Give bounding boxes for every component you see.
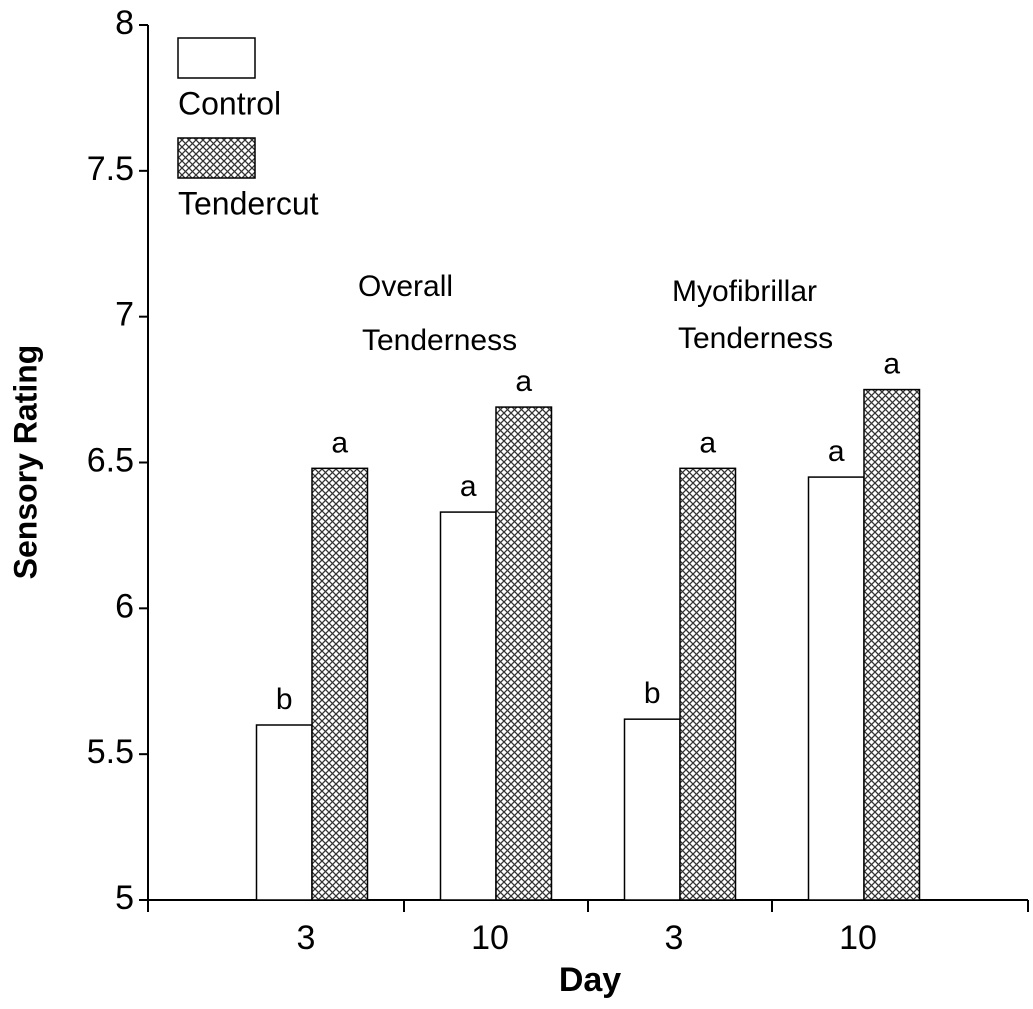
significance-letter: a xyxy=(460,470,477,503)
bar xyxy=(863,388,921,901)
bar xyxy=(439,511,497,901)
group-label: Tenderness xyxy=(678,322,833,355)
legend-label: Tendercut xyxy=(178,185,319,221)
y-axis-label: Sensory Rating xyxy=(7,345,43,580)
x-tick-label: 3 xyxy=(665,919,684,957)
y-tick-label: 8 xyxy=(115,4,134,42)
y-tick-label: 5.5 xyxy=(87,733,134,771)
x-axis-label: Day xyxy=(559,961,621,999)
bar xyxy=(623,718,681,901)
legend-label: Control xyxy=(178,85,281,121)
legend-swatch xyxy=(177,37,256,79)
bar xyxy=(679,467,737,901)
y-tick-label: 6 xyxy=(115,587,134,625)
significance-letter: b xyxy=(644,677,661,710)
bar xyxy=(495,406,553,901)
significance-letter: a xyxy=(699,426,716,459)
y-tick-label: 6.5 xyxy=(87,441,134,479)
significance-letter: a xyxy=(883,348,900,381)
y-tick-label: 7 xyxy=(115,296,134,334)
group-label: Tenderness xyxy=(362,324,517,357)
x-tick-label: 3 xyxy=(297,919,316,957)
y-tick-label: 7.5 xyxy=(87,150,134,188)
x-tick-label: 10 xyxy=(471,919,509,957)
group-label: Myofibrillar xyxy=(672,275,817,308)
significance-letter: a xyxy=(515,365,532,398)
group-label: Overall xyxy=(358,270,453,303)
bar xyxy=(311,467,369,901)
bar xyxy=(807,476,865,901)
significance-letter: a xyxy=(331,426,348,459)
significance-letter: a xyxy=(828,435,845,468)
legend-swatch xyxy=(177,137,256,179)
significance-letter: b xyxy=(276,683,293,716)
y-tick-label: 5 xyxy=(115,879,134,917)
bar xyxy=(255,724,313,901)
x-tick-label: 10 xyxy=(839,919,877,957)
